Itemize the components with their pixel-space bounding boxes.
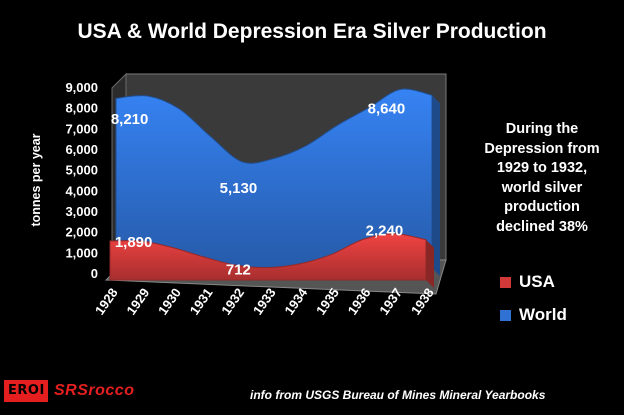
y-tick-label: 6,000 (65, 142, 98, 157)
annotation-line: 1929 to 1932, (496, 160, 588, 176)
brand-name: SRSrocco (54, 382, 135, 399)
annotation-line: During the (505, 121, 579, 137)
y-tick-label: 4,000 (65, 183, 98, 198)
annotation-line: Depression from (484, 140, 600, 157)
y-tick-label: 1,000 (65, 245, 98, 260)
x-tick-label: 1930 (155, 285, 184, 317)
y-axis-label: tonnes per year (29, 133, 43, 226)
legend-label-world: World (519, 305, 567, 324)
y-tick-label: 7,000 (65, 121, 98, 136)
x-tick-label: 1929 (123, 285, 152, 317)
logo-text: EROI (8, 383, 45, 398)
y-tick-label: 3,000 (65, 204, 98, 219)
y-tick-label: 5,000 (65, 163, 98, 178)
data-label: 2,240 (366, 223, 404, 240)
y-tick-label: 9,000 (65, 80, 98, 95)
x-tick-label: 1928 (92, 285, 121, 317)
data-label: 8,640 (368, 100, 406, 117)
y-tick-label: 8,000 (65, 101, 98, 116)
y-tick-label: 2,000 (65, 225, 98, 240)
data-label: 5,130 (220, 180, 258, 197)
annotation-line: production (504, 199, 580, 215)
legend-swatch-world (500, 310, 511, 321)
x-tick-label: 1934 (281, 285, 310, 318)
legend-label-usa: USA (519, 272, 555, 291)
annotation-line: world silver (501, 179, 583, 196)
chart-title: USA & World Depression Era Silver Produc… (77, 20, 547, 43)
x-tick-label: 1932 (218, 285, 247, 317)
y-tick-label: 0 (91, 266, 98, 281)
x-tick-label: 1931 (187, 285, 216, 317)
annotation-text: During the Depression from 1929 to 1932,… (472, 120, 612, 237)
legend-item-world: World (500, 305, 567, 325)
eroi-logo: EROI (4, 380, 48, 402)
x-tick-label: 1933 (250, 285, 279, 317)
data-label: 1,890 (115, 234, 153, 251)
data-label: 8,210 (111, 111, 149, 128)
annotation-line: declined 38% (496, 218, 588, 235)
data-label: 712 (226, 261, 251, 278)
legend-swatch-usa (500, 277, 511, 288)
world-area (115, 88, 433, 269)
world-area-side (432, 95, 440, 276)
legend-item-usa: USA (500, 272, 555, 292)
usa-area (109, 233, 427, 281)
usa-area-side (426, 239, 434, 288)
source-note: info from USGS Bureau of Mines Mineral Y… (250, 388, 546, 402)
